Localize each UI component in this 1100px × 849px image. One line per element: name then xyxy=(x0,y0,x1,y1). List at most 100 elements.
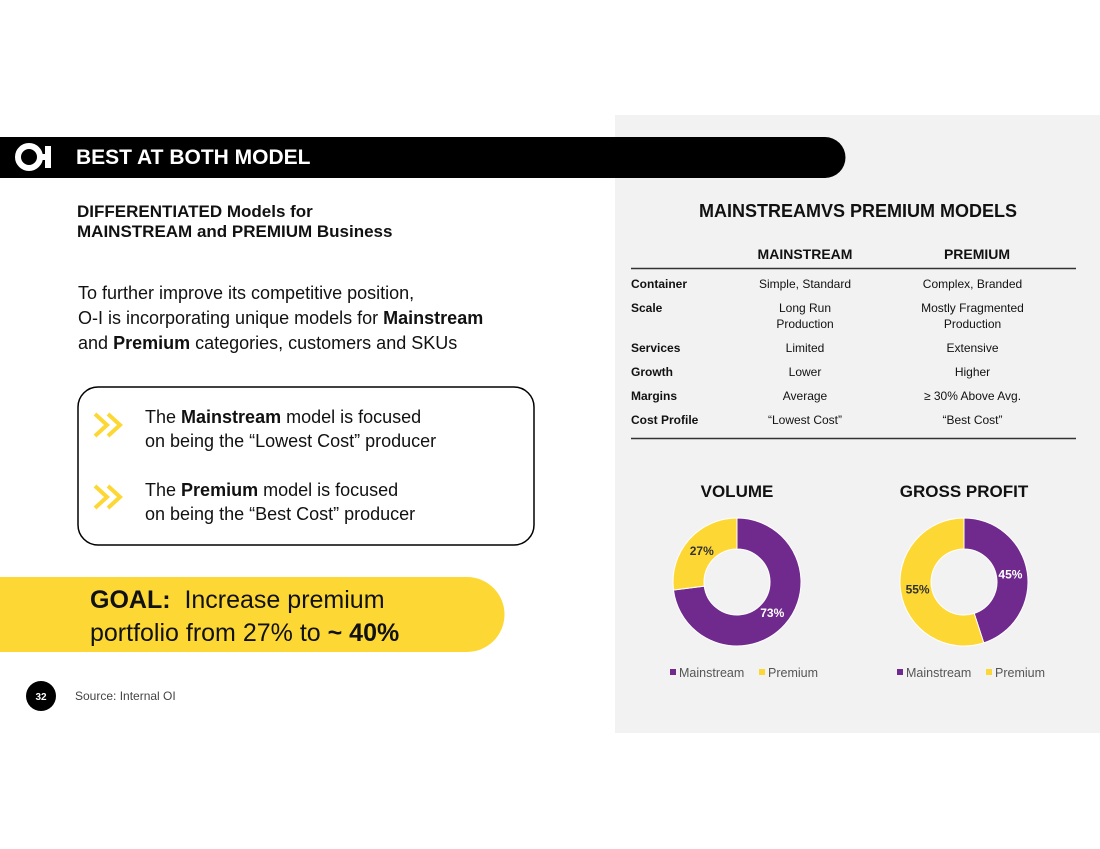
table-row: Cost Profile “Lowest Cost” “Best Cost” xyxy=(631,410,1076,434)
cell-text: Mostly Fragmented Production xyxy=(921,301,1024,331)
table-cell: Higher xyxy=(869,362,1076,386)
comparison-table: Container Simple, Standard Complex, Brande… xyxy=(631,274,1076,434)
table-cell: “Lowest Cost” xyxy=(741,410,869,434)
text: The xyxy=(145,407,177,427)
chart-title: VOLUME xyxy=(701,482,774,501)
column-header: PREMIUM xyxy=(944,246,1010,262)
text: model is focused xyxy=(263,480,399,500)
cell-text: Simple, Standard xyxy=(758,277,852,291)
cell-text: Scale xyxy=(631,301,663,315)
text: Premium xyxy=(113,333,191,353)
table-cell: Simple, Standard xyxy=(741,274,869,298)
cell-text: Margins xyxy=(631,389,678,403)
donut-segment xyxy=(899,517,985,647)
table-row: Scale Long Run Production Mostly Fragmente… xyxy=(631,298,1076,338)
goal: GOAL: Increase premium portfolio from 27%… xyxy=(90,584,399,650)
column-header: MAINSTREAM xyxy=(758,246,853,262)
legend-swatch xyxy=(670,669,676,675)
data-label: 55% xyxy=(906,582,930,596)
table-cell: Average xyxy=(741,386,869,410)
cell-text: Cost Profile xyxy=(631,413,699,427)
logo xyxy=(45,146,51,168)
page-badge xyxy=(26,681,56,711)
table-cell: Long Run Production xyxy=(741,298,869,338)
table-cell: Container xyxy=(631,274,741,298)
table-row: Growth Lower Higher xyxy=(631,362,1076,386)
table-cell: ≥ 30% Above Avg. xyxy=(869,386,1076,410)
text: ~ 40% xyxy=(327,619,400,647)
text: The xyxy=(145,480,177,500)
table-title: MAINSTREAMVS PREMIUM MODELS xyxy=(699,201,1017,221)
table-row: Container Simple, Standard Complex, Brande… xyxy=(631,274,1076,298)
source: Source: Internal OI xyxy=(75,689,176,703)
subtitle: DIFFERENTIATED Models for MAINSTREAM and … xyxy=(77,202,392,242)
table-cell: Services xyxy=(631,338,741,362)
text: categories, customers and SKUs xyxy=(195,333,458,353)
donut-segment xyxy=(963,517,1029,644)
cell-text: Average xyxy=(782,389,828,403)
data-label: 27% xyxy=(690,544,714,558)
cell-text: Complex, Branded xyxy=(922,277,1023,291)
text: portfolio from 27% to xyxy=(90,619,321,647)
text: GOAL: xyxy=(90,586,171,614)
goal-bar xyxy=(0,577,505,652)
text: Mainstream xyxy=(383,308,484,328)
text: Increase premium xyxy=(184,586,385,614)
legend-swatch xyxy=(759,669,765,675)
logo xyxy=(37,154,46,160)
legend-swatch xyxy=(986,669,992,675)
text: To further improve its competitive posit… xyxy=(78,283,415,303)
text: model is focused xyxy=(286,407,422,427)
legend-label: Premium xyxy=(995,666,1045,680)
table-row: Margins Average ≥ 30% Above Avg. xyxy=(631,386,1076,410)
cell-text: Higher xyxy=(954,365,991,379)
subtitle-line: DIFFERENTIATED Models for xyxy=(77,202,313,221)
data-label: 73% xyxy=(760,606,784,620)
page-number: 32 xyxy=(35,692,47,703)
table-cell: Margins xyxy=(631,386,741,410)
cell-text: ≥ 30% Above Avg. xyxy=(923,389,1022,403)
table-cell: Limited xyxy=(741,338,869,362)
data-label: 45% xyxy=(998,568,1022,582)
cell-text: Lower xyxy=(788,365,822,379)
text: Premium xyxy=(181,480,259,500)
donut-segment xyxy=(672,517,738,591)
intro: To further improve its competitive posit… xyxy=(78,281,483,356)
table-row: Services Limited Extensive xyxy=(631,338,1076,362)
chevron xyxy=(93,412,123,510)
text: Mainstream xyxy=(181,407,282,427)
text: on being the “Best Cost” producer xyxy=(145,504,416,524)
subtitle-line: MAINSTREAM and PREMIUM Business xyxy=(77,222,393,241)
cell-text: Container xyxy=(631,277,688,291)
text: on being the “Lowest Cost” producer xyxy=(145,431,437,451)
table-cell: Cost Profile xyxy=(631,410,741,434)
bullet: The Premium model is focused on being the… xyxy=(145,478,415,526)
cell-text: “Lowest Cost” xyxy=(767,413,843,427)
table-cell: Lower xyxy=(741,362,869,386)
cell-text: Long Run Production xyxy=(776,301,834,331)
legend-label: Mainstream xyxy=(679,666,744,680)
cell-text: Extensive xyxy=(946,341,999,355)
cell-text: Growth xyxy=(631,365,673,379)
chart-title: GROSS PROFIT xyxy=(900,482,1029,501)
header-bar xyxy=(0,137,846,178)
donut-segment xyxy=(672,517,802,647)
legend-swatch xyxy=(897,669,903,675)
cell-text: Limited xyxy=(785,341,825,355)
table-cell: Scale xyxy=(631,298,741,338)
legend-label: Premium xyxy=(768,666,818,680)
table-cell: “Best Cost” xyxy=(869,410,1076,434)
header-title: BEST AT BOTH MODEL xyxy=(76,146,311,169)
bullet-box xyxy=(77,386,535,546)
cell-text: Services xyxy=(631,341,681,355)
table-cell: Complex, Branded xyxy=(869,274,1076,298)
table-cell: Extensive xyxy=(869,338,1076,362)
cell-text: “Best Cost” xyxy=(942,413,1003,427)
table-cell: Growth xyxy=(631,362,741,386)
text: O-I is incorporating unique models for xyxy=(78,308,379,328)
bullet: The Mainstream model is focused on being … xyxy=(145,405,436,453)
legend-label: Mainstream xyxy=(906,666,971,680)
table-cell: Mostly Fragmented Production xyxy=(869,298,1076,338)
